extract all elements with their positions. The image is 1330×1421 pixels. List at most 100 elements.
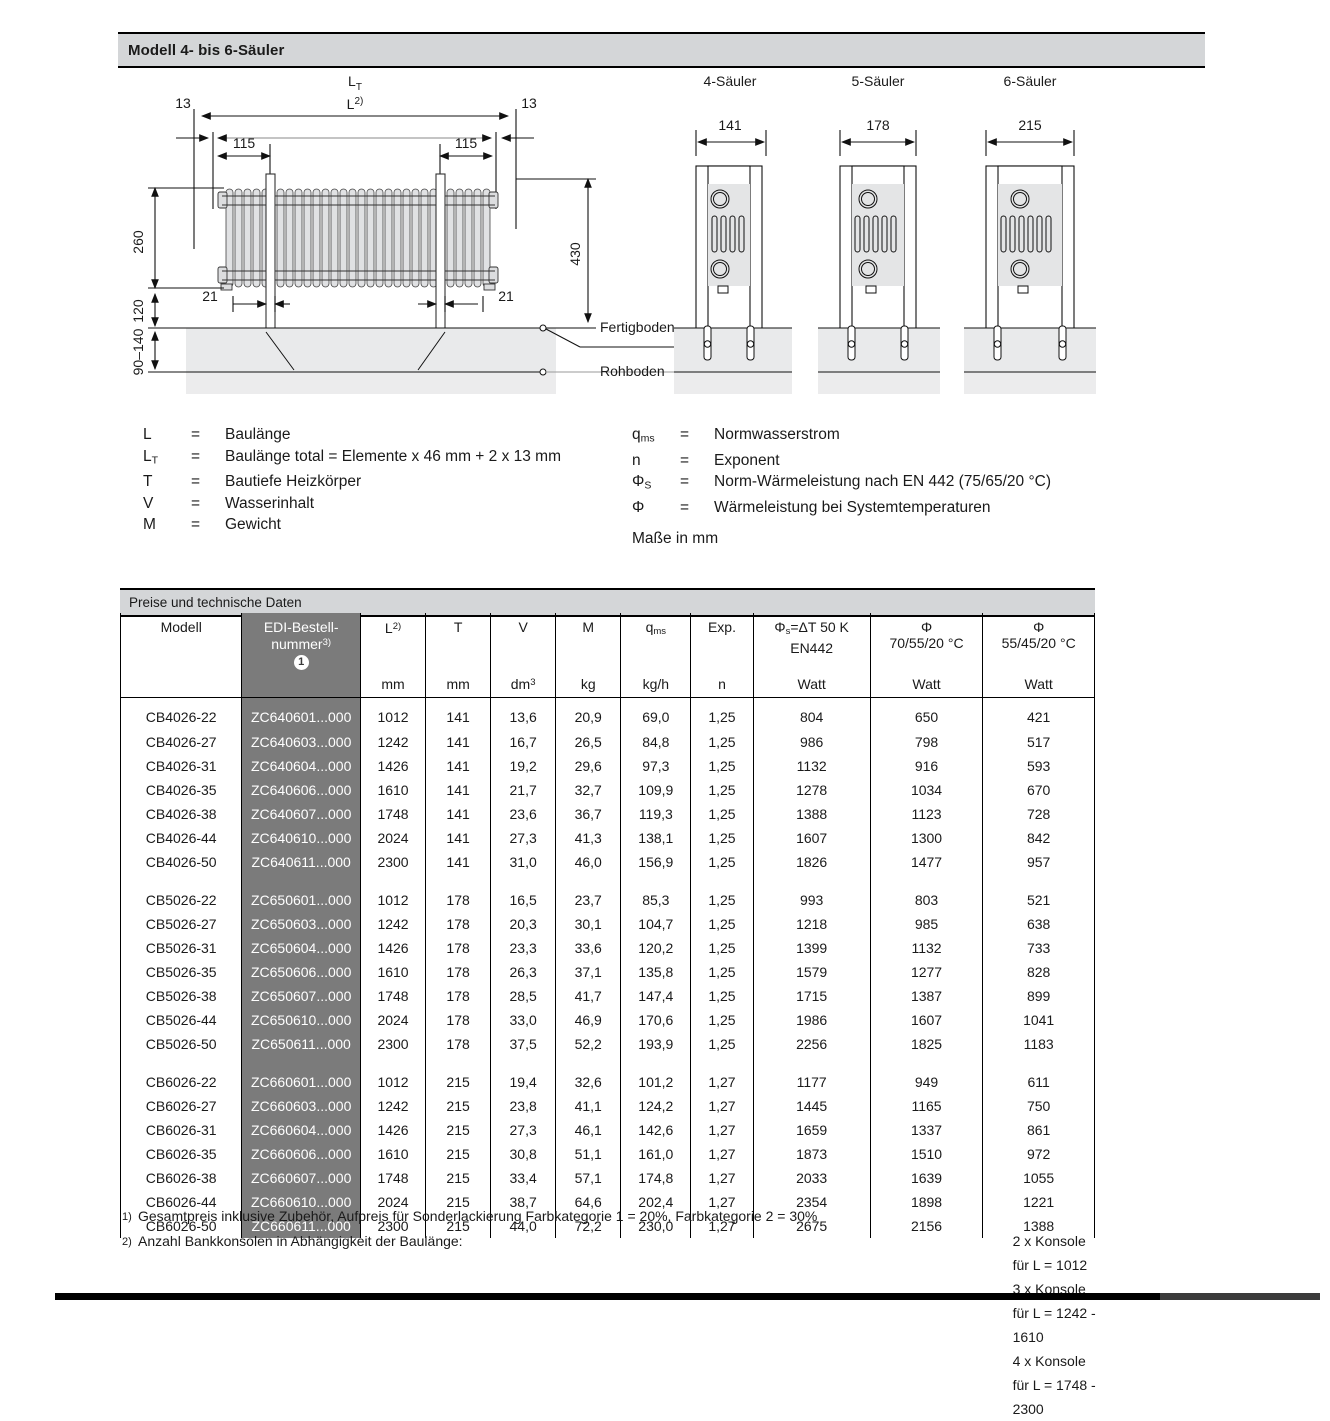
cell-v: 28,5 xyxy=(490,984,557,1008)
table-row[interactable]: CB6026-31 ZC660604...000 1426 215 27,3 46,1 14… xyxy=(119,1118,1095,1142)
legend-left: L = Baulänge LT = Baulänge total = Eleme… xyxy=(143,424,561,536)
table-row[interactable]: CB4026-50 ZC640611...000 2300 141 31,0 46,0 15… xyxy=(119,850,1095,874)
th-phi2-unit: Watt xyxy=(1024,676,1053,692)
table-row[interactable]: CB4026-38 ZC640607...000 1748 141 23,6 36,7 11… xyxy=(119,802,1095,826)
cell-m: 37,1 xyxy=(555,960,622,984)
cell-edi: ZC660607...000 xyxy=(241,1166,361,1190)
cell-edi: ZC640606...000 xyxy=(241,778,361,802)
th-m: M kg xyxy=(555,613,622,698)
cell-v: 23,8 xyxy=(490,1094,557,1118)
cell-t: 215 xyxy=(425,1214,492,1238)
cell-phi2: 1041 xyxy=(982,1008,1095,1032)
table-row[interactable]: CB5026-35 ZC650606...000 1610 178 26,3 37,1 13… xyxy=(119,960,1095,984)
cell-m: 41,3 xyxy=(555,826,622,850)
legend-symbol: M xyxy=(143,516,156,534)
cell-phis: 2675 xyxy=(752,1214,871,1238)
section-5-title: 5-Säuler xyxy=(852,73,905,89)
spacer-cell xyxy=(620,874,692,888)
cell-phi2: 670 xyxy=(982,778,1095,802)
cell-exp: 1,25 xyxy=(690,936,754,960)
cell-phi2: 611 xyxy=(982,1070,1095,1094)
section-view-4: 4-Säuler 141 xyxy=(674,73,792,394)
technical-drawing: LT L2) 13 13 115 115 xyxy=(118,64,1208,404)
th-q-label: q xyxy=(645,619,654,635)
cell-q: 119,3 xyxy=(620,802,692,826)
model-section-title: Modell 4- bis 6-Säuler xyxy=(128,41,285,59)
footnote-1-text: Gesamtpreis inklusive Zubehör, Aufpreis … xyxy=(138,1208,818,1224)
th-t-unit: mm xyxy=(446,676,470,692)
cell-m: 36,7 xyxy=(555,802,622,826)
cell-v: 44,0 xyxy=(490,1214,557,1238)
table-row[interactable]: CB6026-44 ZC660610...000 2024 215 38,7 64,6 20… xyxy=(119,1190,1095,1214)
cell-m: 20,9 xyxy=(555,697,622,730)
cell-m: 72,2 xyxy=(555,1214,622,1238)
th-l: L2) mm xyxy=(359,613,427,698)
document-page: Modell 4- bis 6-Säuler xyxy=(55,32,1320,1417)
table-row[interactable]: CB4026-22 ZC640601...000 1012 141 13,6 20,9 69… xyxy=(119,697,1095,730)
cell-phi2: 593 xyxy=(982,754,1095,778)
table-row[interactable]: CB4026-44 ZC640610...000 2024 141 27,3 41,3 13… xyxy=(119,826,1095,850)
cell-t: 215 xyxy=(425,1166,492,1190)
cell-phis: 1607 xyxy=(752,826,871,850)
table-row[interactable]: CB5026-22 ZC650601...000 1012 178 16,5 23,7 85… xyxy=(119,888,1095,912)
th-phi2-line2: 55/45/20 °C xyxy=(1001,635,1076,651)
table-row[interactable]: CB4026-35 ZC640606...000 1610 141 21,7 32,7 10… xyxy=(119,778,1095,802)
table-row[interactable]: CB6026-27 ZC660603...000 1242 215 23,8 41,1 12… xyxy=(119,1094,1095,1118)
cell-l: 1610 xyxy=(359,778,427,802)
cell-phi2: 728 xyxy=(982,802,1095,826)
th-phi1-label: Φ xyxy=(920,619,933,635)
cell-exp: 1,25 xyxy=(690,1008,754,1032)
cell-exp: 1,27 xyxy=(690,1142,754,1166)
cell-l: 1242 xyxy=(359,912,427,936)
cell-l: 1748 xyxy=(359,802,427,826)
cell-model: CB6026-27 xyxy=(119,1094,243,1118)
legend-row: n = Exponent xyxy=(632,450,1051,472)
cell-phis: 2033 xyxy=(752,1166,871,1190)
table-body: CB4026-22 ZC640601...000 1012 141 13,6 20,9 69… xyxy=(119,697,1095,1238)
table-row[interactable]: CB6026-50 ZC660611...000 2300 215 44,0 72,2 23… xyxy=(119,1214,1095,1238)
table-row[interactable]: CB5026-50 ZC650611...000 2300 178 37,5 52,2 19… xyxy=(119,1032,1095,1056)
th-edi-line1: EDI-Bestell- xyxy=(263,619,339,635)
cell-phi1: 1825 xyxy=(869,1032,984,1056)
cell-t: 215 xyxy=(425,1118,492,1142)
cell-l: 1610 xyxy=(359,1142,427,1166)
spacer-cell xyxy=(620,1056,692,1070)
cell-exp: 1,27 xyxy=(690,1166,754,1190)
cell-phi2: 1183 xyxy=(982,1032,1095,1056)
section-4-title: 4-Säuler xyxy=(704,73,757,89)
cell-exp: 1,25 xyxy=(690,802,754,826)
legend-text: Exponent xyxy=(714,451,780,469)
legend-text: Norm-Wärmeleistung nach EN 442 (75/65/20… xyxy=(714,473,1052,491)
spacer-cell xyxy=(119,874,243,888)
table-row[interactable]: CB4026-27 ZC640603...000 1242 141 16,7 26,5 84… xyxy=(119,730,1095,754)
cell-q: 101,2 xyxy=(620,1070,692,1094)
cell-l: 1012 xyxy=(359,697,427,730)
cell-q: 147,4 xyxy=(620,984,692,1008)
cell-phi2: 517 xyxy=(982,730,1095,754)
table-row[interactable]: CB6026-38 ZC660607...000 1748 215 33,4 57,1 17… xyxy=(119,1166,1095,1190)
footnotes: 1) Gesamtpreis inklusive Zubehör, Aufpre… xyxy=(122,1204,1097,1421)
cell-edi: ZC650611...000 xyxy=(241,1032,361,1056)
cell-v: 20,3 xyxy=(490,912,557,936)
cell-v: 23,6 xyxy=(490,802,557,826)
table-row[interactable]: CB6026-22 ZC660601...000 1012 215 19,4 32,6 10… xyxy=(119,1070,1095,1094)
cell-phi1: 1639 xyxy=(869,1166,984,1190)
cell-m: 33,6 xyxy=(555,936,622,960)
cell-model: CB4026-27 xyxy=(119,730,243,754)
cell-phi1: 798 xyxy=(869,730,984,754)
dim-430: 430 xyxy=(567,242,583,266)
cell-edi: ZC650604...000 xyxy=(241,936,361,960)
table-row[interactable]: CB4026-31 ZC640604...000 1426 141 19,2 29,6 97… xyxy=(119,754,1095,778)
table-row[interactable]: CB5026-27 ZC650603...000 1242 178 20,3 30,1 10… xyxy=(119,912,1095,936)
cell-l: 1426 xyxy=(359,754,427,778)
cell-phis: 2256 xyxy=(752,1032,871,1056)
cell-phis: 1715 xyxy=(752,984,871,1008)
spacer-cell xyxy=(555,874,622,888)
cell-exp: 1,27 xyxy=(690,1094,754,1118)
table-row[interactable]: CB5026-31 ZC650604...000 1426 178 23,3 33,6 12… xyxy=(119,936,1095,960)
table-row[interactable]: CB5026-38 ZC650607...000 1748 178 28,5 41,7 14… xyxy=(119,984,1095,1008)
th-m-label: M xyxy=(582,619,595,635)
table-row[interactable]: CB5026-44 ZC650610...000 2024 178 33,0 46,9 17… xyxy=(119,1008,1095,1032)
table-row[interactable]: CB6026-35 ZC660606...000 1610 215 30,8 51,1 16… xyxy=(119,1142,1095,1166)
cell-t: 141 xyxy=(425,850,492,874)
